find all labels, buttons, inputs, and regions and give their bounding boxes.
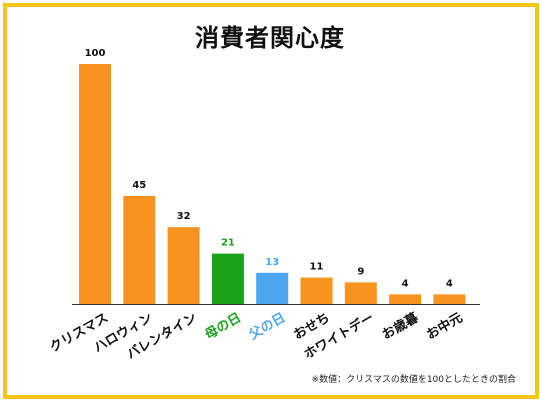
value-label-2: 45 <box>132 180 146 191</box>
category-label-9: お中元 <box>424 310 466 343</box>
value-label-7: 9 <box>357 266 364 277</box>
value-label-1: 100 <box>85 48 106 59</box>
bar-3 <box>167 227 200 304</box>
bar-1 <box>79 64 111 304</box>
value-label-8: 4 <box>402 278 409 289</box>
value-label-6: 11 <box>310 262 324 273</box>
chart-title: 消費者関心度 <box>195 24 345 52</box>
value-label-5: 13 <box>265 257 279 268</box>
bar-2 <box>123 196 156 304</box>
bar-5 <box>256 272 289 304</box>
category-label-8: お歳暮 <box>379 309 422 343</box>
value-label-4: 21 <box>221 238 235 249</box>
value-label-9: 4 <box>446 278 453 289</box>
category-label-5: 父の日 <box>246 310 288 343</box>
bar-6 <box>300 277 333 304</box>
footnote: ※数値：クリスマスの数値を100としたときの割合 <box>311 375 516 385</box>
bar-8 <box>389 294 422 304</box>
value-label-3: 32 <box>177 211 191 222</box>
category-label-4: 母の日 <box>203 310 244 342</box>
bar-9 <box>433 294 466 304</box>
bar-7 <box>344 282 377 304</box>
bar-4 <box>211 253 244 304</box>
